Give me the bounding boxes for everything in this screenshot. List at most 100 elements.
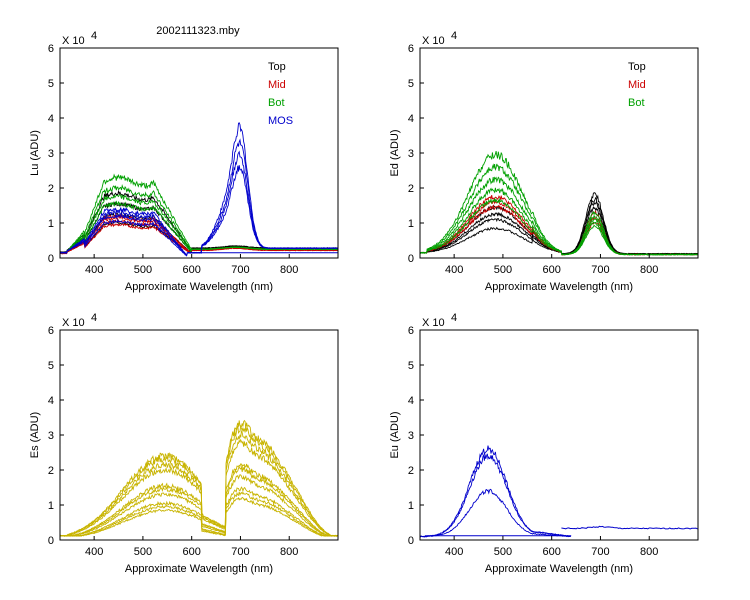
x-tick-label: 600 <box>543 546 561 558</box>
series-group <box>420 150 698 256</box>
y-tick-label: 5 <box>48 78 54 90</box>
axis-multiplier: X 10 <box>62 317 85 329</box>
y-tick-label: 5 <box>408 360 414 372</box>
x-tick-label: 700 <box>231 546 249 558</box>
y-tick-label: 5 <box>408 78 414 90</box>
axis-multiplier: X 10 <box>422 317 445 329</box>
series-line-eu-nir <box>561 525 698 530</box>
legend-item-mid: Mid <box>268 79 286 91</box>
legend-item-top: Top <box>628 61 646 73</box>
series-line-bot-3 <box>420 176 698 256</box>
x-tick-label: 600 <box>183 546 201 558</box>
series-group <box>60 419 338 537</box>
y-axis-label: Lu (ADU) <box>29 130 41 176</box>
x-tick-label: 700 <box>591 264 609 276</box>
x-tick-label: 500 <box>494 264 512 276</box>
y-tick-label: 5 <box>48 360 54 372</box>
y-tick-label: 0 <box>408 253 414 265</box>
y-tick-label: 1 <box>408 500 414 512</box>
y-tick-label: 3 <box>48 430 54 442</box>
x-tick-label: 800 <box>280 264 298 276</box>
chart-eu: 400 500 600 700 800 0 1 2 3 4 5 6 X 10 4 Approximate W… <box>389 312 699 575</box>
y-tick-label: 4 <box>408 113 414 125</box>
x-tick-label: 400 <box>445 546 463 558</box>
series-line-top-4 <box>420 191 698 255</box>
y-tick-label: 4 <box>48 113 54 125</box>
y-tick-label: 4 <box>48 395 54 407</box>
legend-item-top: Top <box>268 61 286 73</box>
legend-item-mos: MOS <box>268 115 293 127</box>
y-tick-label: 1 <box>48 500 54 512</box>
x-axis-label: Approximate Wavelength (nm) <box>125 281 273 293</box>
x-tick-label: 800 <box>640 546 658 558</box>
legend-item-bot: Bot <box>628 97 645 109</box>
x-tick-label: 800 <box>280 546 298 558</box>
y-tick-label: 6 <box>408 325 414 337</box>
series-line-bot-5 <box>420 150 698 256</box>
figure-title: 2002111323.mby <box>156 25 240 37</box>
y-tick-label: 0 <box>408 535 414 547</box>
series-group <box>420 445 698 538</box>
y-tick-label: 6 <box>48 325 54 337</box>
legend-item-bot: Bot <box>268 97 285 109</box>
chart-es: 400 500 600 700 800 0 1 2 3 4 5 6 X 10 4 Approximate W… <box>29 312 339 575</box>
x-axis-label: Approximate Wavelength (nm) <box>485 281 633 293</box>
x-tick-label: 500 <box>494 546 512 558</box>
series-line-es-5 <box>60 465 338 537</box>
x-tick-label: 700 <box>231 264 249 276</box>
x-tick-label: 600 <box>183 264 201 276</box>
legend: Top Mid Bot <box>628 61 646 109</box>
series-line-es-1 <box>60 496 338 537</box>
axis-multiplier: X 10 <box>422 35 445 47</box>
x-axis-label: Approximate Wavelength (nm) <box>485 563 633 575</box>
series-line-es-8 <box>60 430 338 537</box>
axis-multiplier-exponent: 4 <box>91 312 97 324</box>
y-tick-label: 2 <box>408 465 414 477</box>
x-tick-label: 600 <box>543 264 561 276</box>
axis-multiplier: X 10 <box>62 35 85 47</box>
y-tick-label: 6 <box>408 43 414 55</box>
series-line-es-4 <box>60 474 338 537</box>
y-tick-label: 0 <box>48 535 54 547</box>
x-tick-label: 800 <box>640 264 658 276</box>
legend-item-mid: Mid <box>628 79 646 91</box>
series-line-es-2 <box>60 491 338 537</box>
y-axis-label: Eu (ADU) <box>389 411 401 458</box>
x-tick-label: 400 <box>445 264 463 276</box>
y-tick-label: 2 <box>408 183 414 195</box>
y-tick-label: 2 <box>48 183 54 195</box>
y-tick-label: 4 <box>408 395 414 407</box>
axis-multiplier-exponent: 4 <box>451 312 457 324</box>
chart-ed: 400 500 600 700 800 0 1 2 3 4 5 6 X 10 4 Approximate W… <box>389 30 699 293</box>
y-tick-label: 1 <box>48 218 54 230</box>
series-line-es-10 <box>60 419 338 537</box>
x-axis-label: Approximate Wavelength (nm) <box>125 563 273 575</box>
y-tick-label: 2 <box>48 465 54 477</box>
y-tick-label: 6 <box>48 43 54 55</box>
legend: Top Mid Bot MOS <box>268 61 293 127</box>
series-line-eu-3 <box>420 445 572 538</box>
y-tick-label: 3 <box>408 148 414 160</box>
y-tick-label: 0 <box>48 253 54 265</box>
series-line-es-7 <box>60 438 338 537</box>
series-line-bot-4 <box>60 173 338 254</box>
series-line-es-6 <box>60 463 338 537</box>
y-tick-label: 3 <box>48 148 54 160</box>
series-line-es-3 <box>60 486 338 537</box>
y-tick-label: 1 <box>408 218 414 230</box>
axis-multiplier-exponent: 4 <box>451 30 457 42</box>
series-group <box>60 122 338 257</box>
series-line-top-2 <box>420 201 698 255</box>
series-line-eu-1 <box>420 488 571 538</box>
chart-lu: 400 500 600 700 800 0 1 2 3 4 5 6 X 10 4 Approximate W… <box>29 30 339 293</box>
x-tick-label: 400 <box>85 264 103 276</box>
y-axis-label: Es (ADU) <box>29 412 41 458</box>
y-axis-label: Ed (ADU) <box>389 129 401 176</box>
x-tick-label: 700 <box>591 546 609 558</box>
axis-multiplier-exponent: 4 <box>91 30 97 42</box>
x-tick-label: 500 <box>134 264 152 276</box>
y-tick-label: 3 <box>408 430 414 442</box>
x-tick-label: 500 <box>134 546 152 558</box>
x-tick-label: 400 <box>85 546 103 558</box>
